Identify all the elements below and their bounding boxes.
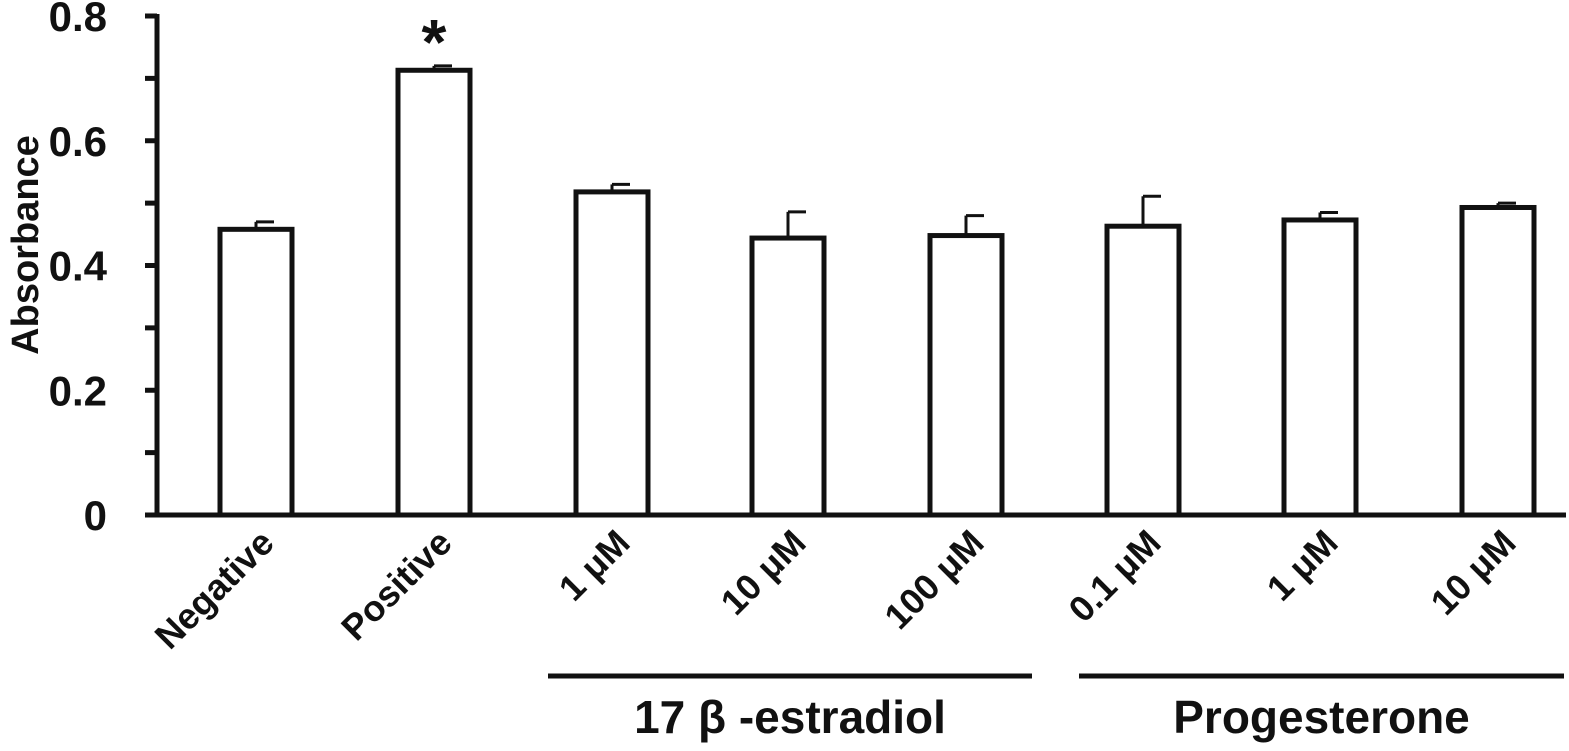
x-tick-label: 10 μM [1422,522,1523,623]
y-axis: 0 0.2 0.4 0.6 0.8 [49,0,160,539]
x-tick-label: 1 μM [551,522,638,609]
bar [1459,204,1537,518]
bar [1104,223,1182,518]
y-tick-label: 0 [84,492,107,539]
group-label: Progesterone [1173,691,1470,743]
x-tick-label: Negative [147,522,282,657]
y-tick-label: 0.4 [49,243,108,290]
y-tick-label: 0.6 [49,118,107,165]
x-axis: Negative Positive 1 μM 10 μM 100 μM 0.1 μM 1 μ… [147,512,1566,657]
y-tick-label: 0.2 [49,367,107,414]
bar [217,226,295,518]
x-tick-label: 0.1 μM [1060,522,1168,630]
y-axis-label: Absorbance [5,135,47,355]
bar [573,189,651,518]
x-tick-label: Positive [333,522,460,649]
bar [1281,217,1359,518]
bar [395,67,473,518]
x-tick-label: 100 μM [876,522,991,637]
y-tick-label: 0.8 [49,0,107,40]
group-label: 17 β -estradiol [634,691,946,743]
bars: * [217,6,1537,518]
x-tick-label: 1 μM [1259,522,1346,609]
bar [927,233,1005,518]
group-brackets: 17 β -estradiol Progesterone [548,673,1564,743]
x-tick-label: 10 μM [712,522,813,623]
bar [749,235,827,518]
significance-marker: * [422,6,447,78]
